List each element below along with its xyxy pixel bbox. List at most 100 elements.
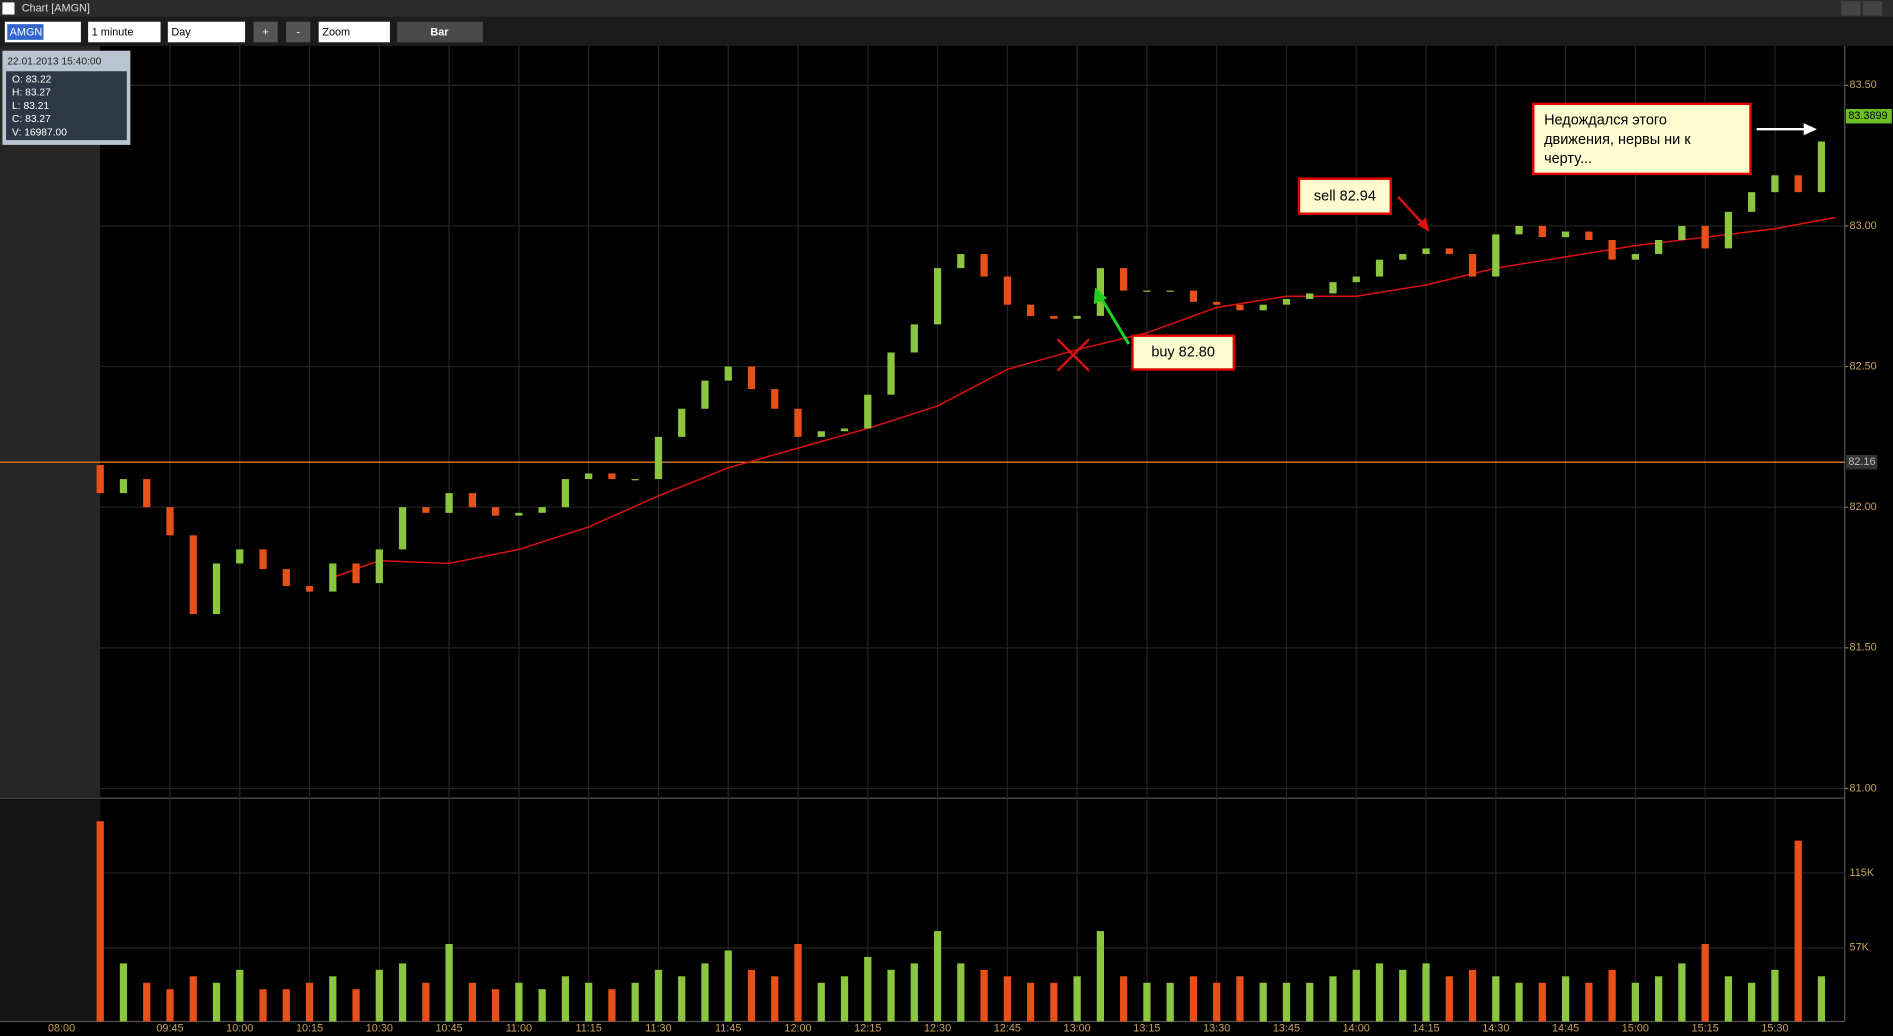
volume-bar (747, 969, 756, 1022)
volume-bar (236, 969, 244, 1022)
x-tick-label: 11:15 (575, 1023, 601, 1035)
volume-bar (1096, 931, 1105, 1022)
candle-body (1631, 254, 1639, 260)
candle-body (654, 436, 663, 480)
candle-body (1050, 315, 1058, 319)
candle-body (1724, 211, 1733, 249)
candle-body (957, 254, 965, 269)
volume-bar (817, 982, 825, 1022)
volume-bar (1050, 982, 1058, 1022)
last-price-label: 83.3899 (1848, 110, 1887, 122)
x-tick-label: 12:30 (924, 1023, 951, 1035)
volume-bar (398, 963, 407, 1022)
sell-text: sell 82.94 (1314, 189, 1376, 205)
volume-bar (887, 969, 895, 1022)
candle-body (422, 507, 430, 513)
candle-body (1492, 234, 1500, 277)
volume-bar (212, 982, 221, 1022)
volume-bar (166, 989, 174, 1022)
candle-body (840, 428, 849, 432)
x-tick-label: 14:00 (1343, 1023, 1370, 1035)
volume-bar (1585, 982, 1593, 1022)
interval-select[interactable] (88, 21, 161, 43)
candle-body (1143, 290, 1151, 292)
candle-body (282, 569, 290, 586)
candle-body (538, 507, 546, 513)
candle-body (1375, 259, 1384, 277)
volume-bar (1329, 976, 1337, 1022)
comment-line: Недождался этого (1544, 113, 1667, 129)
comment-line: черту... (1544, 151, 1592, 167)
last-price-tag (1845, 109, 1892, 124)
candle-body (259, 549, 267, 570)
annotations: sell 82.94 buy 82.80 Недождался этого дв… (1056, 102, 1817, 372)
volume-bar (794, 944, 802, 1022)
candle-body (701, 380, 709, 409)
style-button[interactable] (397, 21, 483, 43)
candle-body (1585, 231, 1593, 240)
candle-body (1259, 304, 1267, 311)
period-text: Day (171, 26, 191, 38)
volume-bar (1213, 982, 1221, 1022)
maximize-button[interactable] (1862, 1, 1883, 16)
candle-body (305, 585, 314, 592)
x-tick-label: 11:45 (715, 1023, 741, 1035)
candle-body (1352, 276, 1360, 283)
x-tick-label: 10:30 (366, 1023, 393, 1035)
candle-body (1329, 282, 1337, 294)
candle-body (747, 366, 756, 390)
candle-body (1189, 290, 1198, 302)
period-select[interactable] (167, 21, 246, 43)
x-tick-label: 13:00 (1064, 1023, 1091, 1035)
candle-body (1166, 290, 1174, 292)
candle-body (1399, 254, 1407, 260)
candle-body (1026, 304, 1035, 316)
x-tick-label: 12:00 (784, 1023, 811, 1035)
volume-bar (1352, 969, 1360, 1022)
candle-body (468, 493, 476, 508)
volume-bar (468, 982, 476, 1022)
volume-bar (305, 982, 314, 1022)
candle-body (1817, 141, 1826, 193)
volume-bar (1166, 982, 1174, 1022)
premarket-label: 08:00 (48, 1023, 75, 1035)
x-tick-label: 14:30 (1482, 1023, 1509, 1035)
volume-bar (1073, 976, 1081, 1022)
window-title: Chart [AMGN] (22, 2, 90, 14)
level-tag (1845, 454, 1878, 470)
candle-body (1771, 175, 1779, 193)
minimize-button[interactable] (1841, 1, 1861, 16)
candle-body (352, 563, 360, 584)
x-tick-label: 13:45 (1273, 1023, 1300, 1035)
volume-bar (608, 989, 616, 1022)
candle-body (398, 507, 407, 550)
candle-body (143, 479, 151, 508)
candle-body (119, 479, 128, 494)
volume-bar (1538, 982, 1546, 1022)
volume-bar (1306, 982, 1314, 1022)
x-tick-label: 15:30 (1761, 1023, 1788, 1035)
candle-body (1282, 299, 1291, 305)
x-tick-label: 15:15 (1692, 1023, 1719, 1035)
candle-body (1678, 225, 1686, 240)
volume-bar (375, 969, 383, 1022)
candle-body (1655, 239, 1663, 255)
zoom-select[interactable] (318, 21, 390, 43)
volume-bar (282, 989, 290, 1022)
volume-bar (1655, 976, 1663, 1022)
info-line: C: 83.27 (12, 114, 51, 125)
volume-bar (1189, 976, 1198, 1022)
candle-body (1794, 175, 1802, 193)
candle-body (329, 563, 337, 592)
volume-bar (957, 963, 965, 1022)
x-tick-label: 10:00 (226, 1023, 253, 1035)
zoom-in-button[interactable] (253, 21, 278, 43)
candle-body (1236, 304, 1244, 311)
volume-bar (1468, 969, 1477, 1022)
zoom-out-button[interactable] (286, 21, 311, 43)
volume-bar (1748, 982, 1756, 1022)
candle-body (212, 563, 221, 615)
volume-bar (585, 982, 593, 1022)
